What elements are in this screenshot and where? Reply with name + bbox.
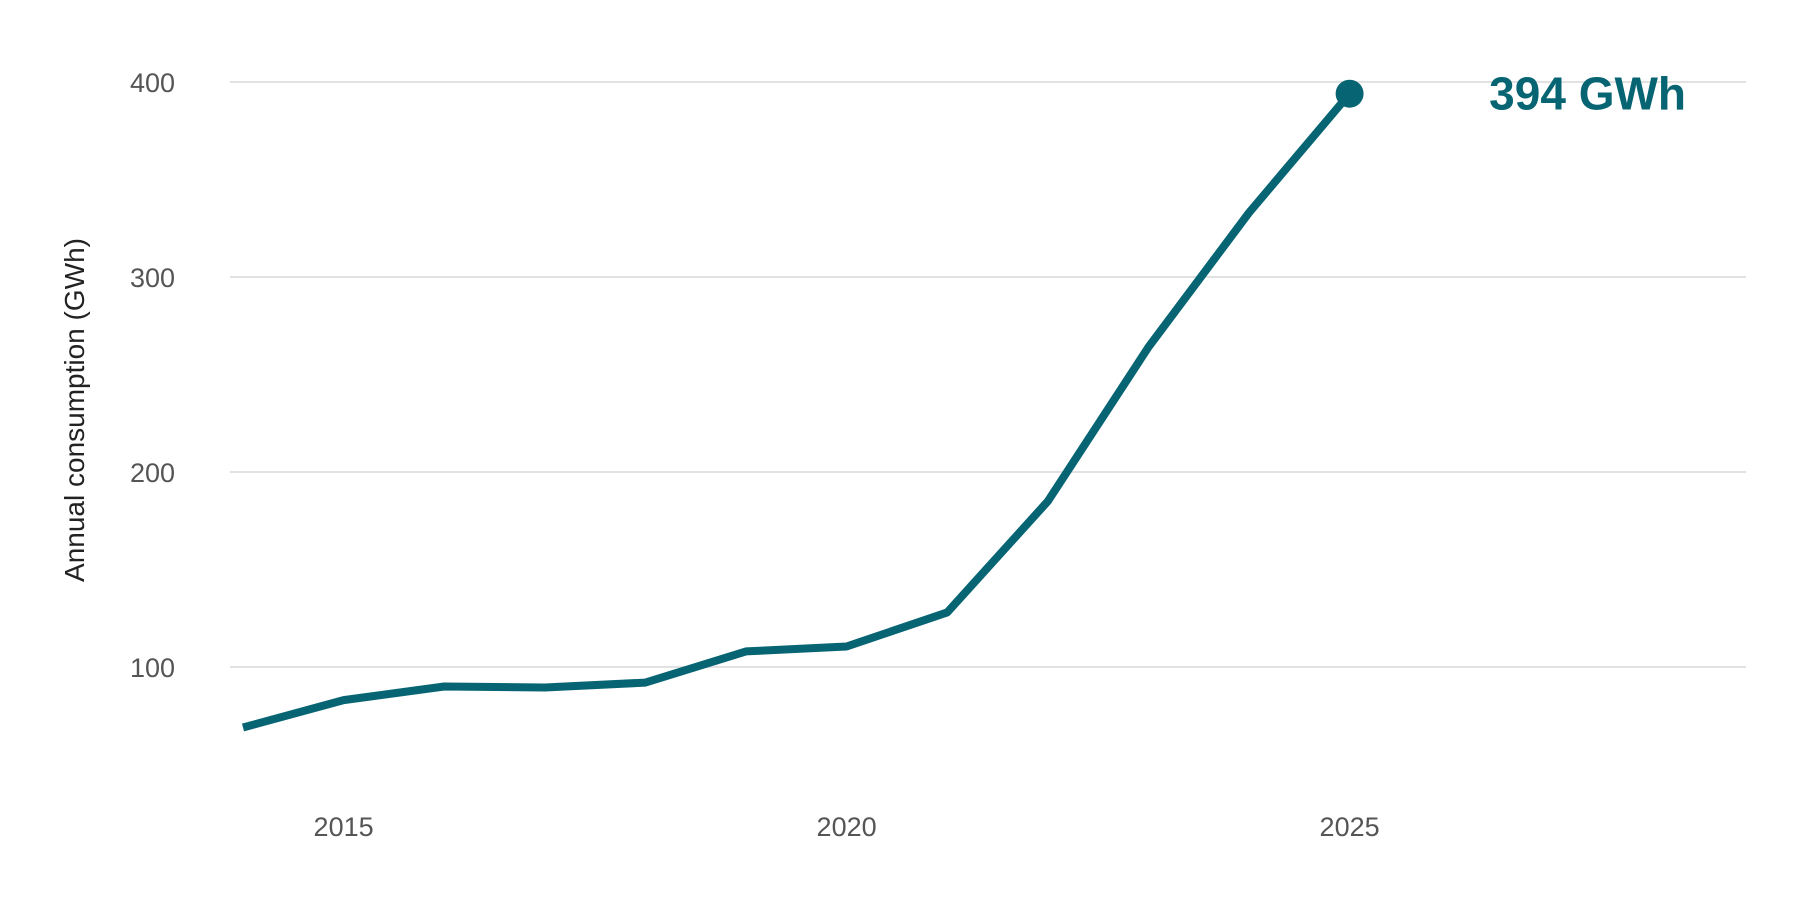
end-value-label: 394 GWh [1489, 68, 1686, 120]
y-tick-label-400: 400 [130, 68, 175, 98]
grid-lines [230, 81, 1746, 668]
series-consumption [241, 79, 1364, 732]
y-axis-title: Annual consumption (GWh) [59, 238, 90, 582]
series-line [241, 91, 1353, 732]
y-axis-ticks: 100 200 300 400 [130, 68, 175, 683]
x-tick-label-2020: 2020 [817, 812, 877, 842]
x-tick-label-2025: 2025 [1320, 812, 1380, 842]
x-tick-label-2015: 2015 [314, 812, 374, 842]
end-point-marker [1335, 79, 1364, 108]
y-tick-label-200: 200 [130, 458, 175, 488]
y-tick-label-100: 100 [130, 653, 175, 683]
x-axis-ticks: 2015 2020 2025 [314, 812, 1380, 842]
y-tick-label-300: 300 [130, 263, 175, 293]
